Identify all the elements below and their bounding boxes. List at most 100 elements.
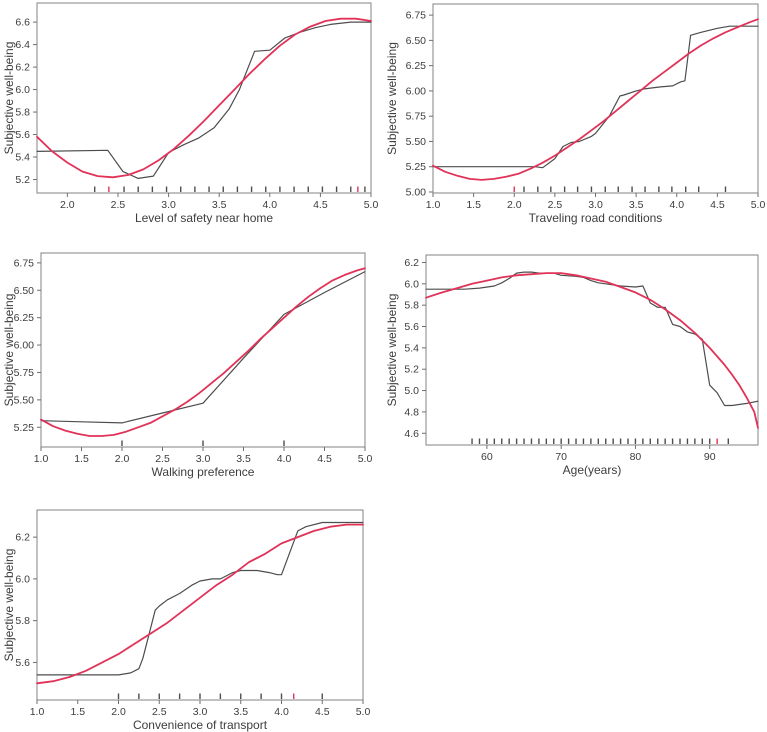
- x-tick-label: 3.5: [236, 453, 251, 465]
- x-tick-label: 4.0: [669, 199, 684, 211]
- observed-line: [36, 21, 372, 179]
- y-tick-label: 5.8: [15, 615, 30, 627]
- x-axis-label: Traveling road conditions: [529, 211, 663, 225]
- y-tick-label: 6.25: [406, 60, 427, 72]
- x-axis-label: Walking preference: [152, 465, 255, 479]
- x-axis-label: Age(years): [563, 463, 622, 477]
- x-tick-label: 2.0: [507, 199, 522, 211]
- x-tick-label: 90: [704, 451, 716, 463]
- x-tick-label: 1.5: [74, 453, 89, 465]
- x-tick-label: 1.5: [70, 706, 85, 718]
- y-tick-label: 5.75: [14, 367, 35, 379]
- y-tick-label: 6.6: [15, 17, 30, 29]
- plot-frame: [40, 252, 366, 448]
- y-axis-label: Subjective well-being: [385, 42, 399, 155]
- y-tick-label: 6.4: [15, 39, 30, 51]
- x-tick-label: 2.5: [155, 453, 170, 465]
- y-tick-label: 5.6: [15, 129, 30, 141]
- x-tick-label: 1.0: [30, 706, 45, 718]
- x-tick-label: 2.0: [115, 453, 130, 465]
- y-tick-label: 4.8: [404, 406, 419, 418]
- x-tick-label: 2.0: [111, 706, 126, 718]
- observed-line: [40, 270, 366, 424]
- x-tick-label: 1.5: [466, 199, 481, 211]
- observed-line: [425, 271, 759, 407]
- fitted-line: [425, 272, 759, 429]
- x-tick-label: 1.0: [426, 199, 441, 211]
- x-axis-label: Level of safety near home: [135, 211, 273, 225]
- x-tick-label: 80: [630, 451, 642, 463]
- y-tick-label: 5.0: [404, 385, 419, 397]
- plot-frame: [425, 254, 759, 446]
- x-tick-label: 4.5: [317, 453, 332, 465]
- x-tick-label: 3.0: [193, 706, 208, 718]
- y-tick-label: 5.6: [15, 657, 30, 669]
- y-tick-label: 6.75: [14, 257, 35, 269]
- x-tick-label: 5.0: [751, 199, 766, 211]
- chart-walking-preference: 1.0 1.5 2.0 2.5 3.0 3.5 4.0 4.5 5.0 5.25 5.50 5.75 6…: [2, 252, 373, 479]
- x-tick-label: 3.0: [588, 199, 603, 211]
- y-axis-label: Subjective well-being: [2, 42, 16, 155]
- x-tick-label: 4.0: [262, 199, 277, 211]
- x-tick-label: 2.5: [111, 199, 126, 211]
- y-tick-label: 6.00: [14, 340, 35, 352]
- x-tick-label: 2.5: [548, 199, 563, 211]
- y-tick-label: 5.4: [15, 152, 30, 164]
- x-tick-label: 4.5: [710, 199, 725, 211]
- observed-line: [36, 521, 364, 676]
- y-tick-label: 6.50: [406, 35, 427, 47]
- y-tick-label: 4.6: [404, 428, 419, 440]
- y-tick-label: 5.6: [404, 321, 419, 333]
- x-tick-label: 3.0: [161, 199, 176, 211]
- x-tick-label: 4.0: [277, 453, 292, 465]
- x-tick-label: 5.0: [364, 199, 379, 211]
- x-tick-label: 3.5: [233, 706, 248, 718]
- x-axis-label: Convenience of transport: [133, 718, 268, 732]
- chart-convenience-of-transport: 1.0 1.5 2.0 2.5 3.0 3.5 4.0 4.5 5.0 5.6 5.8 6.0 6.2 C…: [2, 509, 371, 732]
- x-tick-label: 2.5: [152, 706, 167, 718]
- chart-level-of-safety: 2.0 2.5 3.0 3.5 4.0 4.5 5.0 5.2 5.4 5.6 5.8 6.0 6.2 6…: [2, 2, 379, 225]
- x-tick-label: 4.5: [313, 199, 328, 211]
- x-tick-label: 5.0: [358, 453, 373, 465]
- y-tick-label: 5.8: [15, 107, 30, 119]
- y-tick-label: 5.8: [404, 300, 419, 312]
- x-tick-label: 3.5: [629, 199, 644, 211]
- x-tick-label: 3.5: [212, 199, 227, 211]
- y-tick-label: 6.2: [404, 257, 419, 269]
- y-axis-label: Subjective well-being: [385, 294, 399, 407]
- observed-line: [432, 25, 759, 169]
- y-tick-label: 5.4: [404, 342, 419, 354]
- x-tick-label: 1.0: [34, 453, 49, 465]
- x-tick-label: 4.0: [274, 706, 289, 718]
- chart-age: 60 70 80 90 4.6 4.8 5.0 5.2 5.4 5.6 5.8 6.0 6.2 Age(y…: [385, 254, 759, 477]
- y-tick-label: 6.0: [15, 573, 30, 585]
- x-tick-label: 4.5: [315, 706, 330, 718]
- x-tick-label: 5.0: [356, 706, 371, 718]
- y-tick-label: 6.75: [406, 10, 427, 22]
- y-axis-label: Subjective well-being: [2, 294, 16, 407]
- y-tick-label: 6.00: [406, 85, 427, 97]
- y-tick-label: 5.75: [406, 111, 427, 123]
- x-tick-label: 60: [481, 451, 493, 463]
- y-tick-label: 6.2: [15, 62, 30, 74]
- y-tick-label: 6.2: [15, 532, 30, 544]
- y-tick-label: 6.0: [15, 84, 30, 96]
- fitted-line: [432, 18, 759, 181]
- y-tick-label: 5.50: [406, 136, 427, 148]
- plot-frame: [36, 2, 372, 194]
- fitted-line: [36, 17, 372, 179]
- y-tick-label: 6.0: [404, 278, 419, 290]
- fitted-line: [36, 523, 364, 685]
- y-tick-label: 5.00: [406, 186, 427, 198]
- y-tick-label: 5.2: [404, 364, 419, 376]
- y-tick-label: 5.50: [14, 394, 35, 406]
- x-tick-label: 3.0: [196, 453, 211, 465]
- x-tick-label: 2.0: [60, 199, 75, 211]
- y-tick-label: 5.25: [406, 161, 427, 173]
- fitted-line: [40, 267, 366, 437]
- y-tick-label: 6.25: [14, 312, 35, 324]
- chart-traveling-road-conditions: 1.0 1.5 2.0 2.5 3.0 3.5 4.0 4.5 5.0 5.00 5.25 5.50 5…: [385, 3, 766, 225]
- y-tick-label: 5.25: [14, 422, 35, 434]
- y-tick-label: 6.50: [14, 285, 35, 297]
